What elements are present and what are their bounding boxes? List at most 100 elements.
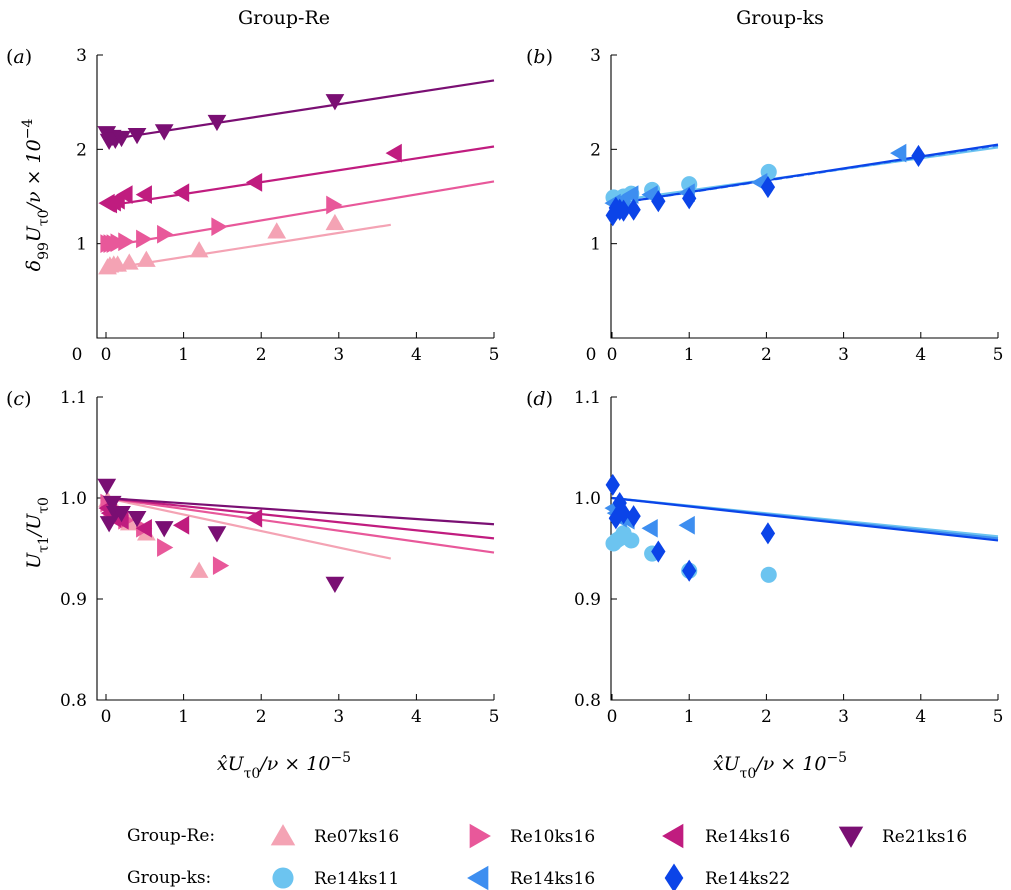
x-tick-label: 3 [838,707,849,727]
panel-c: 0 1 2 3 4 5 0.8 0.9 1.0 1.1 [60,388,499,727]
x-tick-label: 5 [993,707,1004,727]
data-point [651,190,666,213]
x-axis-label-right: x̂Uτ0/ν × 10−5 [713,750,847,782]
data-point [623,532,640,549]
data-point [189,561,209,578]
x-tick-label: 3 [333,707,344,727]
axes-frame [610,397,998,701]
legend-marker-Re14ks16 [662,823,684,849]
x-tick-label: 1 [684,345,695,365]
legend-items: Re07ks16 Re10ks16 Re14ks16 Re21ks16 Re14ks11… [270,823,967,890]
fit-line-Re14ks16 [105,145,495,208]
data-point [325,213,345,231]
fit-line-Re21ks16 [105,79,495,141]
data-point [890,143,907,163]
y-tick-label: 3 [76,46,87,66]
x-tick-label: 0 [607,345,618,365]
data-point [616,199,631,222]
legend-label-ks-Re14ks22: Re14ks22 [705,869,790,889]
x-tick-label: 5 [489,345,500,365]
x-axis-label-left: x̂Uτ0/ν × 10−5 [217,750,351,782]
y-tick-label: 0.9 [574,590,601,610]
x-tick-label: 1 [684,707,695,727]
data-point [325,94,345,111]
x-tick-label: 4 [915,707,926,727]
fit-line-Re07ks16 [105,223,391,271]
y-tick-label: 0.8 [574,691,601,711]
x-tick-label: 1 [178,345,189,365]
data-point [760,522,776,545]
x-tick-label: 3 [838,345,849,365]
data-point [207,114,227,132]
legend-label-ks-Re14ks11: Re14ks11 [314,869,399,889]
legend-marker-Re10ks16 [469,823,491,849]
y-tick-label: 1 [76,235,87,255]
data-point [207,526,227,543]
panels: 0 1 2 3 4 5 0 1 2 3 0 1 2 3 4 5 0 1 2 3 0 1 2 3 4 5 0.8 0.9 1.0 1.1 0 1… [60,46,1003,727]
panel-label-c: (c) [6,388,32,410]
y-tick-label: 0.9 [60,590,87,610]
legend-entry-Re14ks16: Re14ks16 [662,823,790,849]
title-group-ks: Group-ks [736,7,824,29]
data-point [641,518,658,538]
data-point [682,559,697,582]
data-point [682,187,697,210]
x-tick-label: 5 [489,707,500,727]
data-point [157,538,174,557]
fit-line-Re10ks16 [105,496,495,554]
panel-label-d: (d) [526,388,553,410]
y-tick-label: 1.0 [60,489,87,509]
y-tick-label: 1 [590,235,601,255]
x-tick-label: 0 [607,707,618,727]
data-point [172,183,190,203]
data-point [135,185,152,204]
legend-label-Re14ks16: Re14ks16 [705,827,790,847]
data-point [245,172,263,192]
data-point [211,217,228,237]
x-tick-label: 4 [411,345,422,365]
data-point [212,556,230,576]
fit-line-Re14ks22 [611,496,999,542]
legend-label-ks-Re14ks16: Re14ks16 [510,869,595,889]
x-tick-label: 5 [993,345,1004,365]
fit-line-Re21ks16 [105,496,495,526]
legend: Group-Re: Group-ks: Re07ks16 Re10ks16 Re14… [127,823,967,890]
legend-entry-Re21ks16: Re21ks16 [838,826,967,848]
data-point [112,506,131,523]
legend-entry-ks-Re14ks11: Re14ks11 [272,867,399,889]
title-group-re: Group-Re [238,7,330,29]
data-point [135,518,152,538]
series-Re21ks16 [97,478,345,593]
data-point [267,222,287,239]
axes-frame [96,397,494,701]
series-Re21ks16 [97,94,345,150]
fit-line-Re14ks22 [611,143,999,206]
x-tick-label: 2 [761,707,772,727]
legend-group-ks-label: Group-ks: [127,868,211,888]
data-point [172,515,190,535]
x-tick-label: 0 [101,345,112,365]
y-tick-label: 1.0 [574,489,601,509]
x-tick-label: 4 [411,707,422,727]
panel-a: 0 1 2 3 4 5 0 1 2 3 [72,46,500,365]
origin-tick-label: 0 [72,345,83,365]
fit-line-Re14ks16 [105,496,495,540]
legend-label-Re10ks16: Re10ks16 [510,827,595,847]
legend-marker-ks-Re14ks11 [272,867,294,889]
y-tick-label: 2 [590,140,601,160]
data-point [605,473,620,496]
legend-marker-ks-Re14ks16 [467,865,489,890]
data-point [760,566,777,583]
data-point [119,253,139,270]
panel-b: 0 1 2 3 4 5 0 1 2 3 [586,46,1004,365]
data-point [911,144,926,167]
data-point [112,130,131,148]
y-tick-label: 0.8 [60,691,87,711]
data-point [154,521,174,538]
legend-entry-ks-Re14ks22: Re14ks22 [664,863,790,890]
legend-group-re-label: Group-Re: [127,826,215,846]
data-point [127,128,147,145]
y-axis-label-top: δ99Uτ0/ν × 10−4 [20,119,52,272]
fit-line-Re07ks16 [105,496,392,560]
data-point [651,540,666,563]
